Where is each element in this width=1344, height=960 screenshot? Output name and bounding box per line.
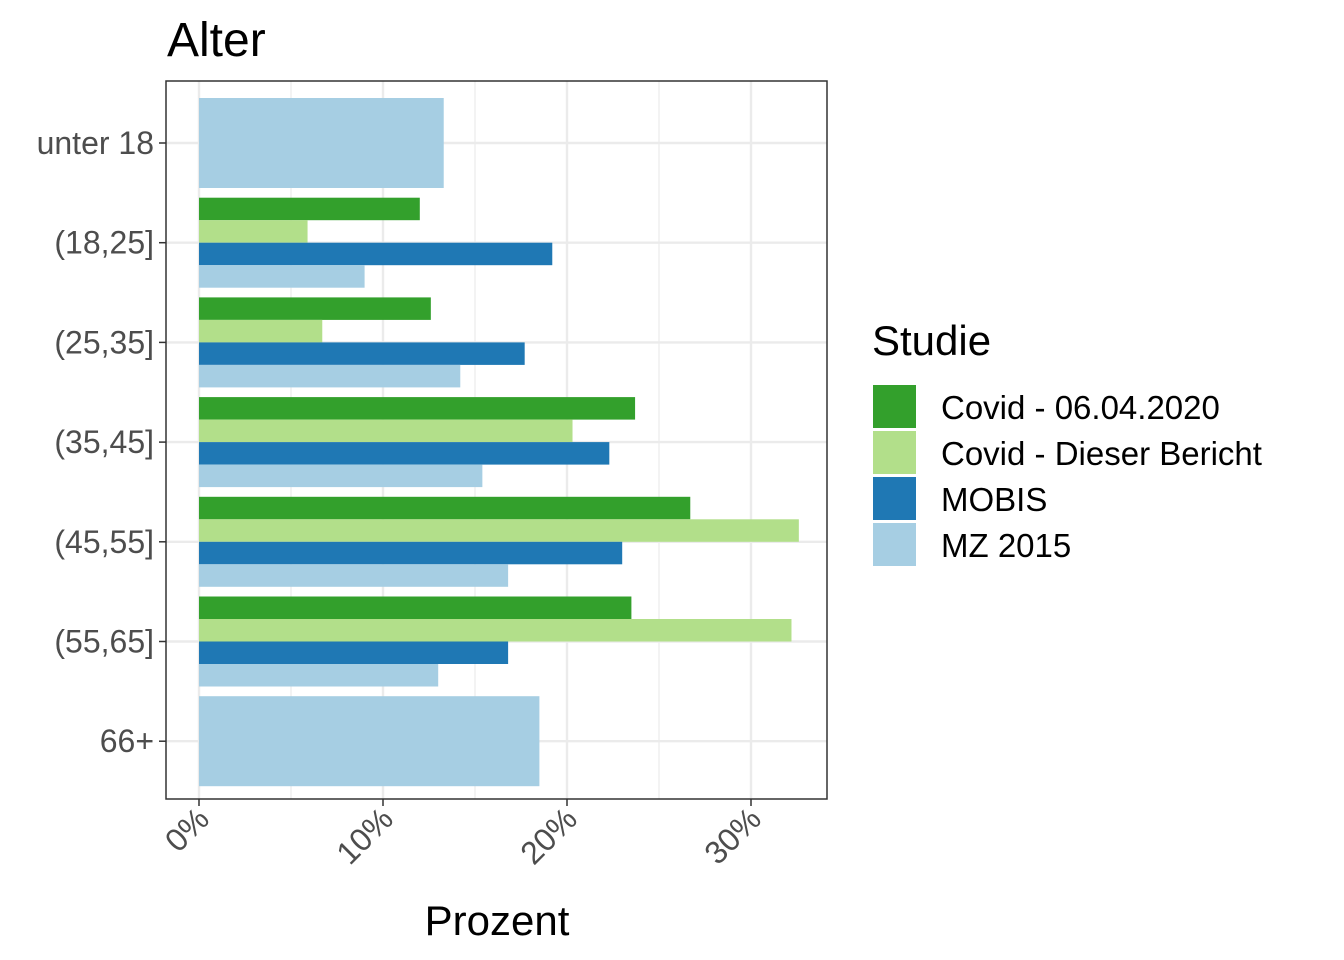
bar-6-3 [199, 641, 509, 664]
legend-label: Covid - Dieser Bericht [941, 435, 1262, 472]
bar-5-1 [199, 496, 691, 520]
bar-5-4 [199, 564, 509, 587]
bar-4-2 [199, 419, 573, 443]
legend-label: Covid - 06.04.2020 [941, 389, 1220, 426]
bar-4-4 [199, 464, 483, 488]
bar-2-4 [199, 265, 365, 288]
bar-7-4 [199, 696, 540, 787]
legend-label: MZ 2015 [941, 527, 1071, 564]
legend-key [873, 385, 916, 428]
chart-title: Alter [167, 14, 266, 67]
bars [199, 98, 799, 787]
y-tick-label: (55,65] [54, 624, 154, 660]
bar-6-1 [199, 596, 632, 619]
bar-2-2 [199, 220, 308, 243]
bar-5-3 [199, 541, 623, 565]
x-axis: 0% 10% 20% 30% [158, 799, 768, 871]
y-tick-label: (18,25] [54, 225, 154, 261]
bar-4-1 [199, 397, 636, 420]
legend-key [873, 477, 916, 520]
legend-title: Studie [872, 317, 991, 364]
bar-2-3 [199, 242, 553, 266]
y-tick-label: 66+ [100, 723, 154, 759]
x-tick-label: 30% [697, 800, 768, 871]
bar-3-3 [199, 342, 525, 365]
x-tick-label: 10% [329, 800, 400, 871]
legend-key [873, 431, 916, 474]
bar-6-4 [199, 664, 439, 687]
bar-1-4 [199, 98, 444, 188]
bar-6-2 [199, 619, 792, 642]
y-tick-label: (45,55] [54, 524, 154, 560]
bar-4-3 [199, 442, 610, 465]
legend-key [873, 523, 916, 566]
y-tick-label: (35,45] [54, 424, 154, 460]
bar-3-4 [199, 364, 461, 388]
bar-3-2 [199, 319, 323, 343]
legend: Studie Covid - 06.04.2020 Covid - Dieser … [872, 317, 1262, 566]
bar-2-1 [199, 197, 420, 221]
y-tick-label: unter 18 [37, 125, 154, 161]
x-tick-label: 0% [158, 800, 216, 858]
bar-3-1 [199, 297, 431, 320]
legend-label: MOBIS [941, 481, 1047, 518]
y-axis: unter 18 (18,25] (25,35] (35,45] (45,55] (55,… [37, 125, 166, 759]
bar-5-2 [199, 519, 799, 542]
x-tick-label: 20% [513, 800, 584, 871]
plot-panel-border [165, 80, 828, 800]
x-axis-title: Prozent [425, 897, 570, 944]
y-tick-label: (25,35] [54, 324, 154, 360]
